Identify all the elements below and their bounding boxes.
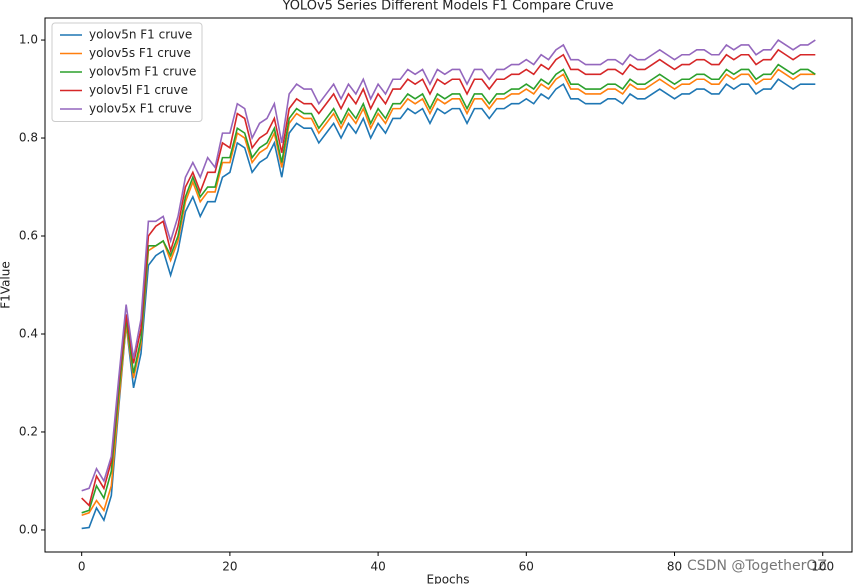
x-tick-label: 40	[370, 560, 385, 574]
series-line	[81, 38, 816, 492]
y-tick-label: 0.8	[19, 131, 38, 145]
series-line	[81, 68, 816, 517]
legend-label: yolov5x F1 cruve	[89, 102, 192, 116]
legend-label: yolov5n F1 cruve	[89, 28, 192, 42]
x-tick-label: 60	[519, 560, 534, 574]
watermark: CSDN @TogetherOZ	[687, 558, 827, 574]
series-line	[81, 48, 816, 508]
x-tick-label: 20	[222, 560, 237, 574]
chart-title: YOLOv5 Series Different Models F1 Compar…	[281, 0, 613, 14]
series-line	[81, 78, 816, 530]
plot-frame	[44, 17, 853, 553]
x-tick-label: 100	[811, 560, 834, 574]
legend-label: yolov5s F1 cruve	[89, 46, 191, 60]
y-tick-label: 0.4	[19, 326, 38, 340]
y-tick-label: 0.2	[19, 424, 38, 438]
legend-box	[51, 22, 203, 122]
y-axis-label: F1Value	[0, 261, 13, 309]
legend-label: yolov5m F1 cruve	[89, 65, 196, 79]
series-line	[81, 63, 816, 514]
x-axis-label: Epochs	[427, 573, 470, 584]
y-tick-label: 1.0	[19, 33, 38, 47]
x-tick-label: 0	[78, 560, 86, 574]
x-tick-label: 80	[667, 560, 682, 574]
legend-label: yolov5l F1 cruve	[89, 83, 188, 97]
y-tick-label: 0.6	[19, 229, 38, 243]
y-tick-label: 0.0	[19, 522, 38, 536]
legend: yolov5n F1 cruve yolov5s F1 cruve yolov5m …	[51, 22, 203, 122]
